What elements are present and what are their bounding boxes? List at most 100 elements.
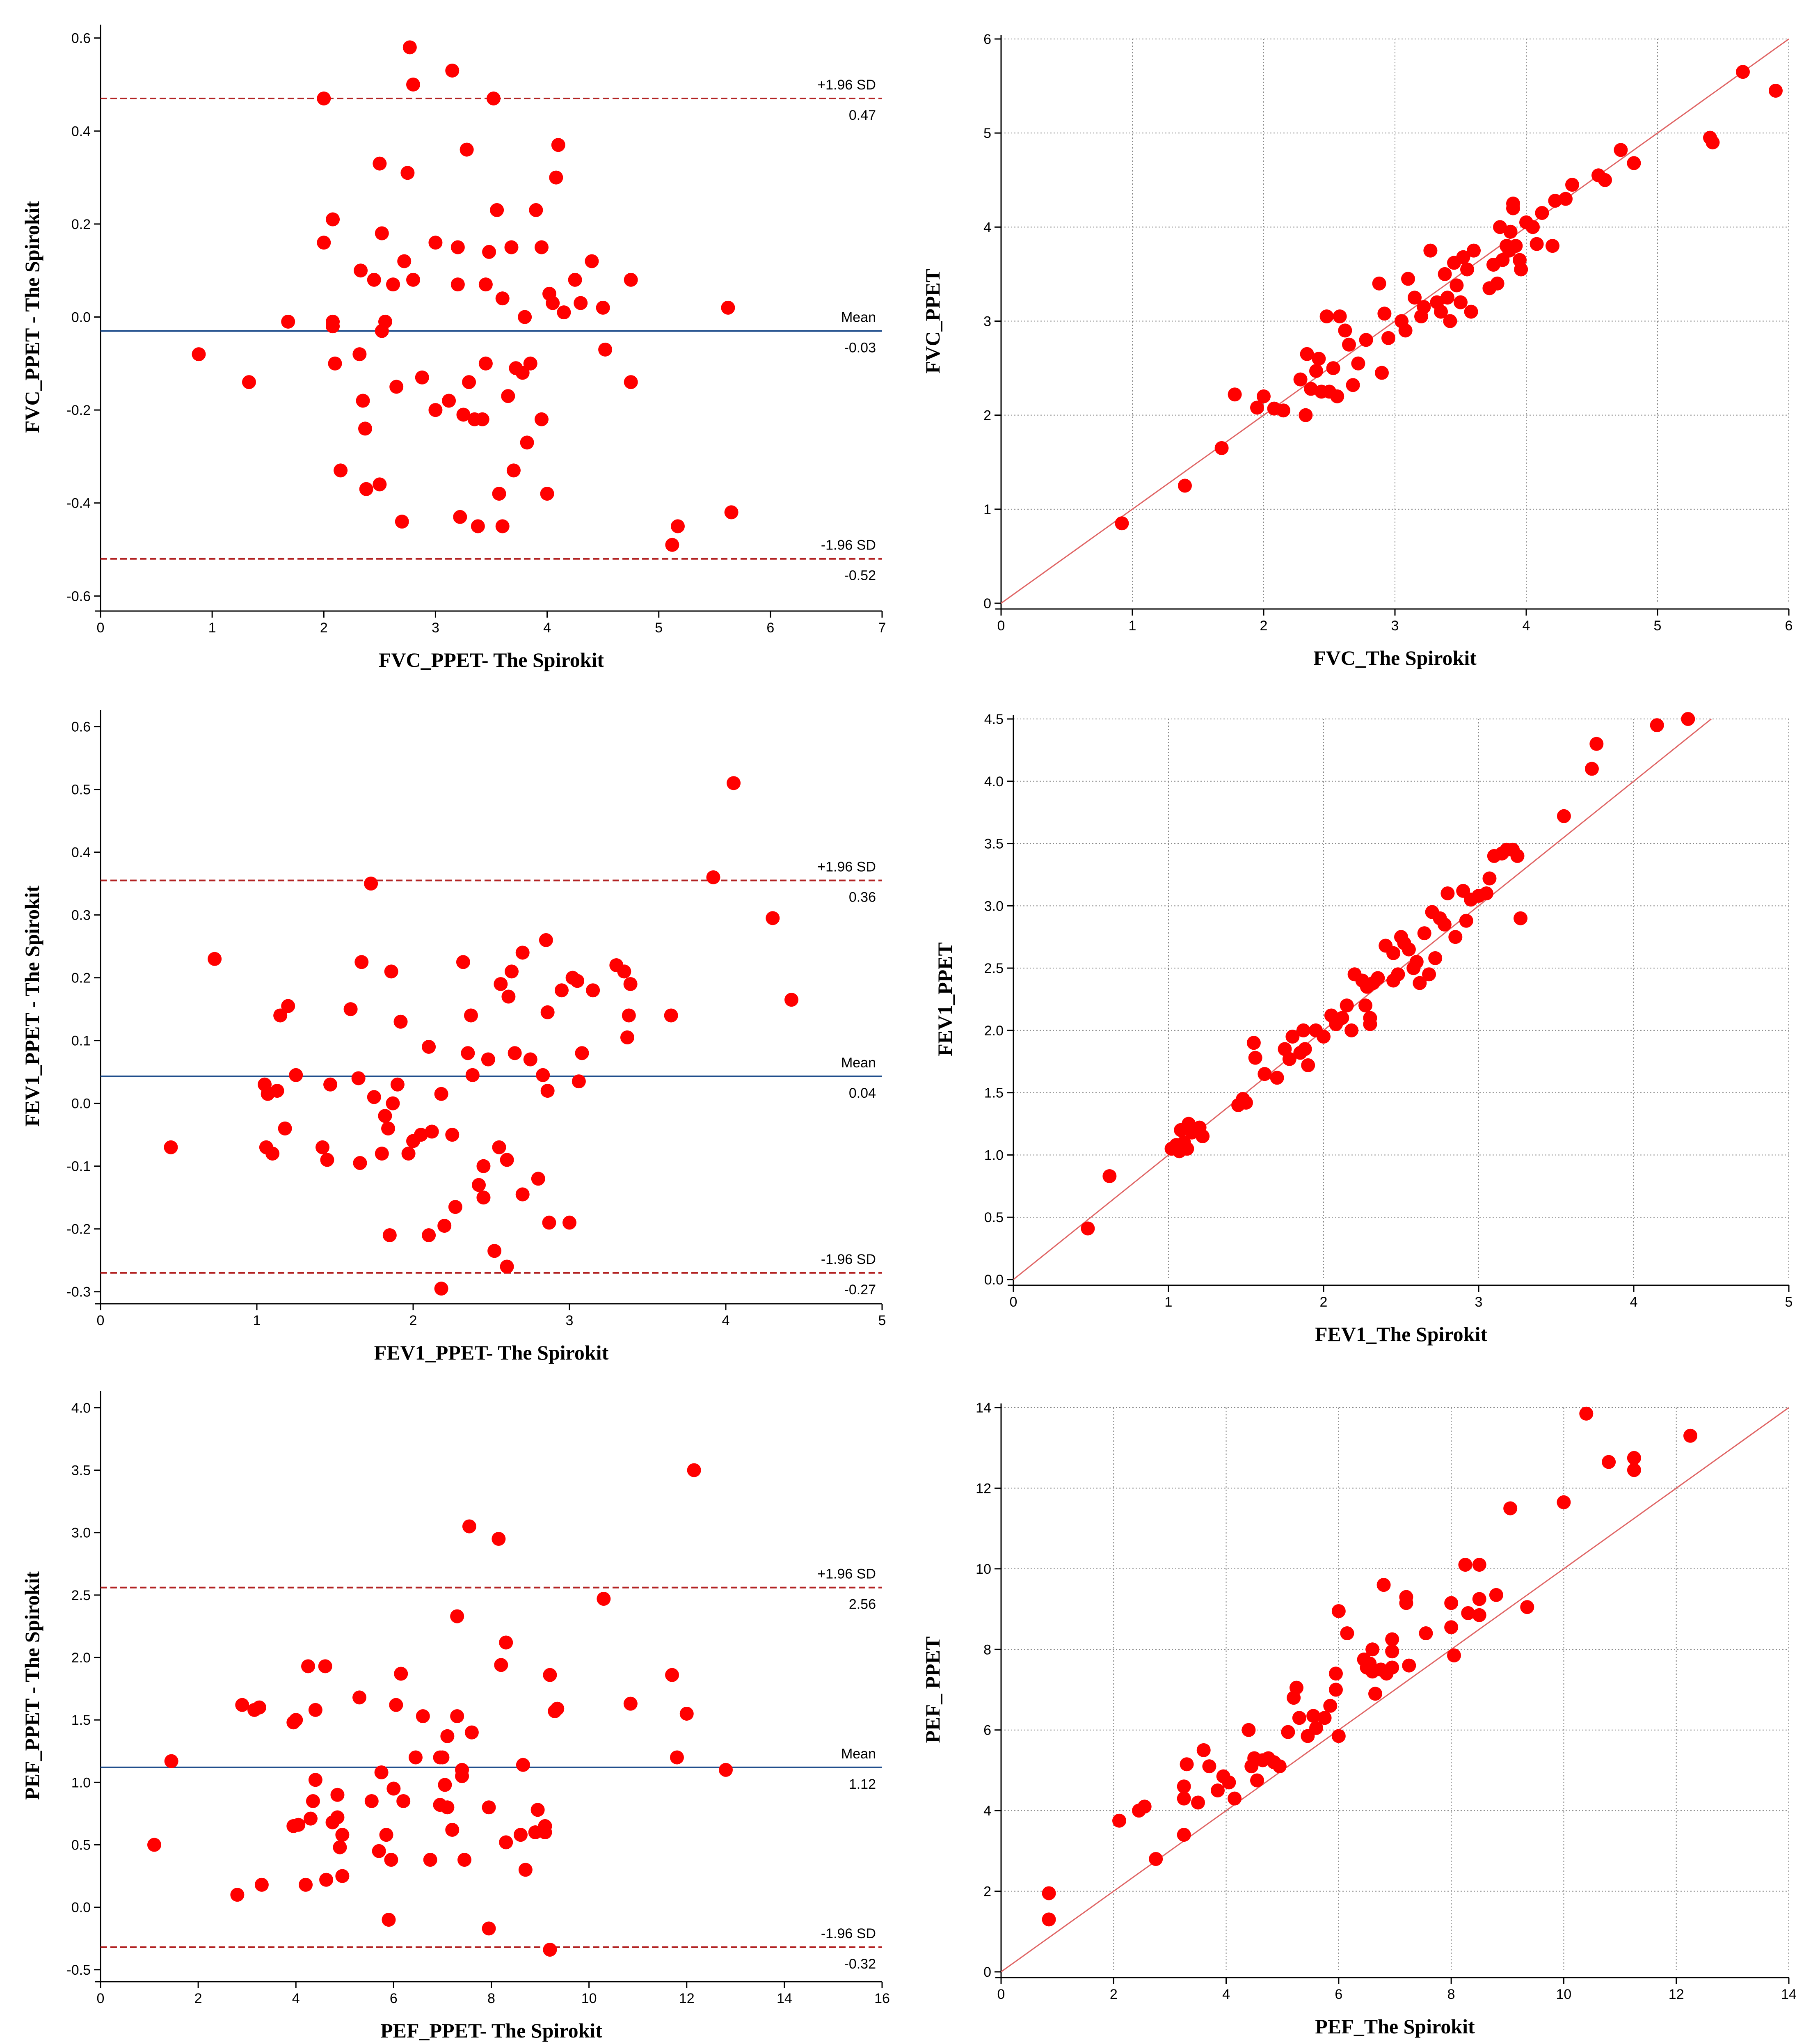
upper-value: 2.56	[849, 1597, 876, 1612]
data-point	[445, 1128, 460, 1142]
x-tick-label: 10	[581, 1991, 597, 2006]
data-point	[687, 1463, 701, 1477]
y-tick-label: 10	[976, 1561, 991, 1577]
data-point	[501, 989, 516, 1004]
x-tick-label: 6	[1785, 618, 1793, 634]
data-point	[1399, 1590, 1413, 1604]
data-point	[1467, 243, 1481, 258]
data-point	[1530, 237, 1544, 251]
data-point	[1423, 243, 1438, 258]
data-point	[542, 1216, 556, 1230]
data-point	[335, 1869, 350, 1883]
data-point	[352, 1690, 367, 1705]
data-point	[428, 403, 443, 417]
data-point	[1401, 272, 1415, 286]
data-point	[384, 964, 398, 979]
data-point	[333, 1840, 347, 1854]
data-point	[394, 1667, 408, 1681]
y-tick-label: 1.0	[984, 1147, 1004, 1163]
data-point	[422, 1228, 436, 1242]
data-point	[623, 1696, 638, 1711]
x-tick-label: 2	[409, 1313, 417, 1328]
data-point	[334, 463, 348, 478]
data-point	[1375, 366, 1389, 380]
data-point	[1368, 1687, 1382, 1701]
data-point	[372, 1844, 386, 1858]
data-point	[1377, 307, 1392, 321]
data-point	[456, 955, 470, 969]
data-point	[1385, 1632, 1399, 1646]
data-point	[501, 389, 515, 403]
data-point	[1112, 1813, 1126, 1828]
lower-label: -1.96 SD	[821, 538, 876, 553]
y-tick-label: 6	[983, 1723, 991, 1738]
data-point	[1149, 1852, 1163, 1866]
data-point	[1627, 1463, 1641, 1477]
data-point	[1448, 930, 1463, 944]
data-point	[540, 487, 554, 501]
data-point	[414, 1128, 428, 1142]
data-point	[487, 1244, 502, 1258]
data-point	[1115, 516, 1129, 531]
data-point	[299, 1877, 313, 1892]
y-tick-label: 0.3	[71, 908, 91, 923]
data-point	[1535, 206, 1549, 220]
y-tick-label: 6	[983, 32, 991, 47]
x-tick-label: 5	[1654, 618, 1662, 634]
data-point	[1602, 1455, 1616, 1469]
data-point	[396, 1794, 411, 1808]
data-point	[1472, 1592, 1486, 1606]
x-tick-label: 2	[320, 620, 328, 636]
y-tick-label: 1.0	[71, 1775, 91, 1790]
data-point	[540, 1005, 555, 1019]
data-point	[476, 1159, 491, 1173]
data-point	[1323, 1699, 1338, 1713]
upper-label: +1.96 SD	[817, 859, 876, 874]
data-point	[1081, 1221, 1095, 1236]
data-point	[530, 1803, 545, 1817]
data-point	[1298, 1042, 1312, 1056]
data-point	[422, 1039, 436, 1054]
data-point	[1281, 1725, 1295, 1739]
data-point	[1514, 911, 1528, 925]
data-point	[164, 1140, 178, 1154]
data-point	[326, 314, 340, 329]
data-point	[554, 983, 569, 998]
data-point	[1438, 267, 1452, 281]
data-point	[464, 1725, 479, 1740]
data-point	[585, 254, 599, 268]
x-tick-label: 4	[543, 620, 551, 636]
data-point	[719, 1763, 733, 1777]
y-tick-label: 4	[983, 220, 991, 235]
data-point	[546, 296, 560, 310]
data-point	[354, 263, 368, 278]
data-point	[1437, 917, 1452, 932]
data-point	[1417, 300, 1431, 314]
data-point	[622, 1008, 636, 1023]
data-point	[482, 245, 496, 259]
y-tick-label: 2.0	[984, 1023, 1004, 1039]
data-point	[540, 1084, 555, 1098]
data-point	[289, 1713, 303, 1727]
data-point	[381, 1121, 396, 1135]
data-point	[1228, 387, 1242, 402]
data-point	[390, 1077, 405, 1092]
data-point	[1196, 1129, 1210, 1143]
data-point	[386, 1096, 400, 1110]
data-point	[352, 347, 367, 362]
data-point	[598, 342, 613, 357]
data-point	[1296, 1023, 1310, 1037]
data-point	[515, 945, 530, 960]
y-tick-label: 0	[983, 596, 991, 611]
y-tick-label: 0.2	[71, 971, 91, 986]
data-point	[1402, 942, 1416, 957]
x-axis-title: FEV1_The Spirokit	[1315, 1323, 1487, 1346]
data-point	[1338, 323, 1352, 338]
data-point	[265, 1147, 280, 1161]
y-tick-label: 2	[983, 1884, 991, 1900]
data-point	[456, 407, 471, 422]
data-point	[254, 1877, 269, 1892]
data-point	[1306, 1709, 1321, 1723]
y-tick-label: 3	[983, 314, 991, 330]
data-point	[1333, 309, 1347, 324]
